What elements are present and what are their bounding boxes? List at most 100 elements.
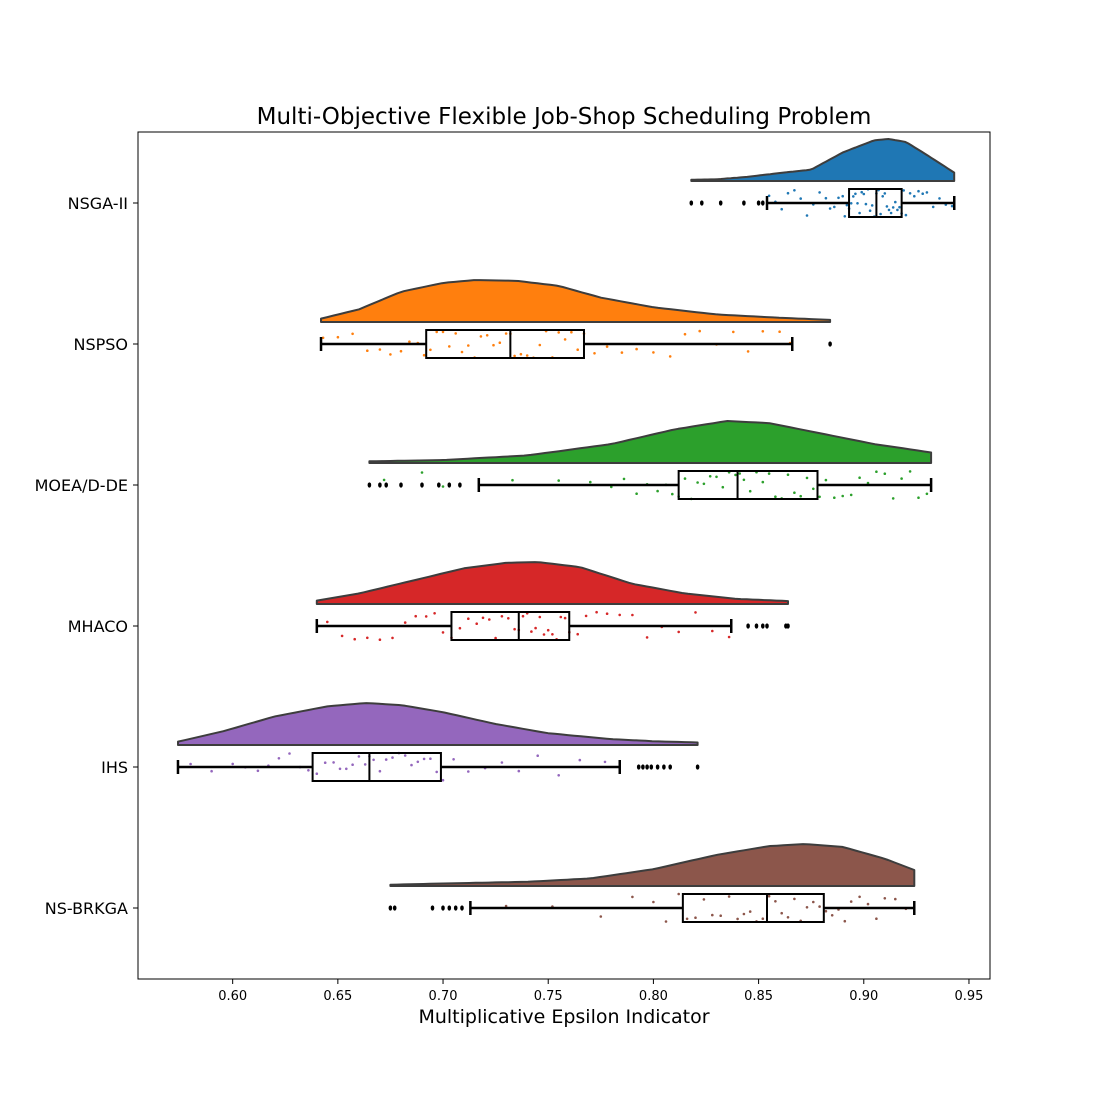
point-ns-brkga-7 <box>685 917 689 921</box>
point-nspso-21 <box>498 341 502 345</box>
outlier-ihs-2 <box>645 764 649 770</box>
density-nsga-ii <box>690 138 956 182</box>
point-ns-brkga-5 <box>664 920 668 923</box>
point-nspso-42 <box>683 332 687 336</box>
point-mhaco-16 <box>488 618 491 621</box>
point-ns-brkga-24 <box>805 906 809 909</box>
point-nspso-24 <box>513 354 516 358</box>
point-nspso-0 <box>321 336 325 340</box>
outlier-nsga-ii-2 <box>718 200 723 206</box>
outlier-ihs-5 <box>662 764 666 770</box>
ytick-label-ns-brkga: NS-BRKGA <box>45 899 128 918</box>
point-ns-brkga-22 <box>793 897 796 901</box>
point-nsga-ii-38 <box>891 206 895 209</box>
point-mhaco-22 <box>521 614 525 618</box>
point-mhaco-14 <box>475 622 479 625</box>
point-nsga-ii-5 <box>799 197 802 200</box>
outlier-ns-brkga-0 <box>388 905 393 911</box>
point-ihs-0 <box>189 762 192 766</box>
density-moea-d-de <box>368 420 933 464</box>
point-nspso-19 <box>485 334 489 337</box>
point-moea-d-de-14 <box>683 477 687 480</box>
point-nspso-37 <box>605 345 609 348</box>
point-nspso-48 <box>778 330 781 334</box>
point-nsga-ii-36 <box>887 208 891 212</box>
point-ihs-13 <box>338 767 342 771</box>
plot-area <box>176 138 956 923</box>
point-mhaco-7 <box>414 614 418 618</box>
outlier-ihs-4 <box>655 764 660 770</box>
point-mhaco-2 <box>353 637 357 641</box>
point-mhaco-18 <box>500 615 504 618</box>
point-moea-d-de-7 <box>622 477 626 481</box>
point-nsga-ii-45 <box>908 192 912 195</box>
outlier-ns-brkga-1 <box>392 905 397 911</box>
point-mhaco-26 <box>538 615 542 619</box>
point-nspso-20 <box>492 343 495 347</box>
point-moea-d-de-37 <box>824 478 828 482</box>
outlier-nsga-ii-5 <box>761 200 765 206</box>
point-mhaco-28 <box>546 628 550 632</box>
outlier-ns-brkga-5 <box>453 905 458 911</box>
point-ihs-35 <box>517 769 521 773</box>
ytick-label-moea-d-de: MOEA/D-DE <box>35 476 128 495</box>
point-mhaco-40 <box>645 636 649 639</box>
point-ihs-20 <box>378 769 382 773</box>
point-nsga-ii-34 <box>883 192 887 195</box>
series-mhaco <box>315 561 790 641</box>
point-mhaco-12 <box>458 626 462 630</box>
density-ihs <box>177 702 699 746</box>
point-nsga-ii-0 <box>767 194 771 198</box>
point-moea-d-de-12 <box>671 492 674 496</box>
point-ihs-31 <box>452 758 455 761</box>
outlier-nsga-ii-1 <box>700 200 704 206</box>
point-nspso-39 <box>635 347 638 351</box>
point-mhaco-42 <box>677 630 680 634</box>
xtick-label-0: 0.60 <box>218 989 247 1004</box>
outlier-moea-d-de-4 <box>420 482 424 488</box>
point-ihs-37 <box>557 774 560 777</box>
point-ns-brkga-35 <box>883 897 887 900</box>
point-ns-brkga-21 <box>786 916 790 919</box>
point-ihs-30 <box>441 778 445 782</box>
point-mhaco-19 <box>507 617 510 620</box>
point-mhaco-39 <box>631 613 634 617</box>
point-mhaco-17 <box>494 636 497 640</box>
density-nspso <box>320 279 832 323</box>
point-moea-d-de-48 <box>917 496 920 500</box>
point-ihs-4 <box>256 769 260 773</box>
outlier-ihs-1 <box>641 764 645 770</box>
point-ns-brkga-30 <box>843 919 847 923</box>
outlier-moea-d-de-2 <box>384 482 389 488</box>
point-nspso-1 <box>336 335 340 339</box>
point-nsga-ii-26 <box>868 209 872 212</box>
point-ihs-15 <box>351 763 354 766</box>
point-ns-brkga-13 <box>736 917 739 921</box>
ytick-label-mhaco: MHACO <box>68 617 128 636</box>
outlier-mhaco-1 <box>754 623 759 629</box>
outlier-mhaco-5 <box>786 623 790 629</box>
xtick-label-2: 0.70 <box>429 989 458 1004</box>
point-ihs-24 <box>403 754 407 757</box>
point-nspso-25 <box>519 352 523 356</box>
point-nsga-ii-39 <box>894 200 897 204</box>
y-axis: NSGA-II NSPSO MOEA/D-DE MHACO IHS NS-BRKGA <box>35 194 138 918</box>
outlier-ns-brkga-2 <box>430 905 435 911</box>
point-ihs-32 <box>467 770 470 773</box>
outlier-ihs-6 <box>668 764 672 770</box>
point-ihs-7 <box>288 752 291 755</box>
point-ns-brkga-18 <box>767 894 771 898</box>
outlier-nsga-ii-3 <box>742 200 746 206</box>
point-ihs-38 <box>578 758 582 762</box>
series-ns-brkga <box>388 843 916 923</box>
point-mhaco-3 <box>366 636 369 640</box>
outlier-ihs-0 <box>636 764 641 770</box>
point-nspso-14 <box>454 332 458 335</box>
point-ns-brkga-27 <box>824 909 828 913</box>
outlier-moea-d-de-7 <box>458 482 462 488</box>
point-moea-d-de-18 <box>708 475 712 478</box>
point-nsga-ii-13 <box>841 194 844 198</box>
point-nsga-ii-3 <box>786 191 790 195</box>
point-nspso-32 <box>563 338 567 341</box>
